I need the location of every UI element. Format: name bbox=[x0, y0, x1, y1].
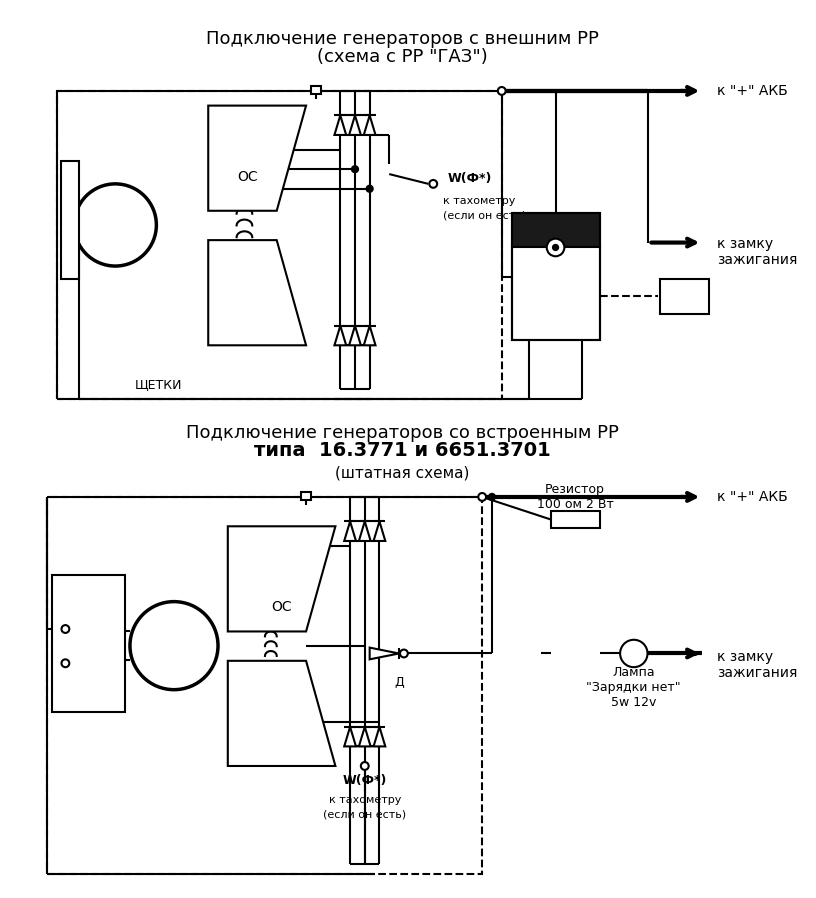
Circle shape bbox=[74, 184, 157, 266]
Text: (штатная схема): (штатная схема) bbox=[335, 466, 469, 481]
Text: В: В bbox=[69, 656, 78, 670]
Text: ОС: ОС bbox=[237, 170, 258, 183]
Text: (если он есть): (если он есть) bbox=[443, 210, 526, 220]
Polygon shape bbox=[335, 115, 346, 135]
Circle shape bbox=[498, 87, 506, 95]
Polygon shape bbox=[364, 326, 375, 346]
Polygon shape bbox=[349, 326, 361, 346]
Bar bbox=[551, 511, 600, 528]
Polygon shape bbox=[364, 115, 375, 135]
Circle shape bbox=[552, 244, 558, 251]
Bar bbox=[512, 213, 600, 340]
Text: к "+" АКБ: к "+" АКБ bbox=[717, 84, 787, 98]
Circle shape bbox=[489, 494, 495, 500]
Text: (схема с РР "ГАЗ"): (схема с РР "ГАЗ") bbox=[317, 48, 487, 66]
Text: Подключение генераторов со встроенным РР: Подключение генераторов со встроенным РР bbox=[185, 425, 619, 443]
Text: (+): (+) bbox=[555, 270, 575, 283]
Bar bbox=[660, 278, 709, 314]
Text: В: В bbox=[578, 316, 586, 330]
Polygon shape bbox=[349, 115, 361, 135]
Text: ОР: ОР bbox=[163, 638, 184, 653]
Polygon shape bbox=[374, 726, 385, 746]
Circle shape bbox=[366, 185, 373, 192]
Text: к тахометру: к тахометру bbox=[329, 796, 401, 806]
Polygon shape bbox=[370, 647, 399, 659]
Circle shape bbox=[61, 625, 69, 633]
Text: РН: РН bbox=[80, 586, 97, 599]
Polygon shape bbox=[344, 726, 356, 746]
Bar bbox=[311, 86, 321, 94]
Text: Д: Д bbox=[394, 676, 404, 690]
Text: Подключение генераторов с внешним РР: Подключение генераторов с внешним РР bbox=[206, 30, 598, 48]
Polygon shape bbox=[208, 240, 306, 346]
Circle shape bbox=[478, 493, 486, 501]
Circle shape bbox=[400, 649, 408, 657]
Text: ОС: ОС bbox=[271, 600, 292, 614]
Polygon shape bbox=[228, 526, 335, 631]
Text: Лампа
"Зарядки нет"
5w 12v: Лампа "Зарядки нет" 5w 12v bbox=[587, 666, 681, 709]
Text: (если он есть): (если он есть) bbox=[323, 810, 406, 820]
Text: Резистор
100 ом 2 Вт: Резистор 100 ом 2 Вт bbox=[537, 483, 614, 511]
Circle shape bbox=[361, 762, 369, 770]
Polygon shape bbox=[228, 661, 335, 766]
Bar bbox=[47, 497, 482, 874]
Text: ОР: ОР bbox=[104, 217, 126, 233]
Bar bbox=[61, 162, 79, 278]
Text: к замку
зажигания: к замку зажигания bbox=[717, 650, 797, 681]
Circle shape bbox=[547, 239, 565, 256]
Text: к "+" АКБ: к "+" АКБ bbox=[717, 490, 787, 504]
Circle shape bbox=[130, 602, 218, 690]
Polygon shape bbox=[359, 726, 370, 746]
Bar bbox=[512, 213, 600, 248]
Circle shape bbox=[620, 639, 648, 667]
Circle shape bbox=[352, 166, 358, 172]
Circle shape bbox=[61, 659, 69, 667]
Polygon shape bbox=[374, 522, 385, 541]
Text: W(Ф*): W(Ф*) bbox=[448, 172, 492, 186]
Polygon shape bbox=[208, 106, 306, 211]
Bar bbox=[512, 248, 600, 340]
Circle shape bbox=[429, 180, 437, 188]
Polygon shape bbox=[359, 522, 370, 541]
Text: W(Ф*): W(Ф*) bbox=[343, 774, 387, 788]
Text: РР: РР bbox=[543, 221, 568, 240]
Text: Ш: Ш bbox=[522, 316, 536, 330]
Text: Ш: Ш bbox=[69, 622, 82, 636]
Text: к замку
зажигания: к замку зажигания bbox=[717, 237, 797, 268]
Text: ЩЕТКИ: ЩЕТКИ bbox=[135, 378, 182, 391]
Bar bbox=[56, 91, 502, 399]
Text: типа  16.3771 и 6651.3701: типа 16.3771 и 6651.3701 bbox=[254, 442, 550, 461]
Bar bbox=[301, 492, 311, 500]
Text: к тахометру: к тахометру bbox=[443, 197, 516, 207]
Polygon shape bbox=[335, 326, 346, 346]
Bar bbox=[51, 576, 125, 712]
Polygon shape bbox=[344, 522, 356, 541]
